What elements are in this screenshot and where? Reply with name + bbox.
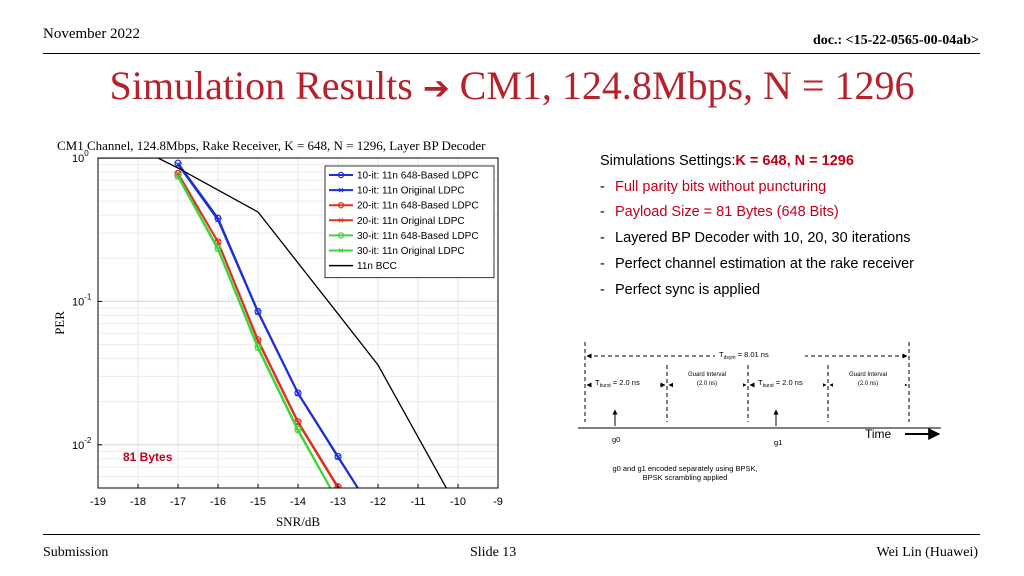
data-point	[294, 389, 302, 397]
data-point	[175, 161, 181, 168]
title-left-text: Simulation Results	[109, 63, 413, 108]
per-chart: -19 -18 -17 -16 -15 -14 -13 -12 -11 -10 -9 100 10-1 1…	[52, 149, 503, 529]
document-id: doc.: <15-22-0565-00-04ab>	[812, 33, 979, 48]
legend-marker	[337, 202, 345, 209]
x-tick-label: -11	[410, 496, 425, 508]
data-point	[295, 390, 301, 397]
settings-item: - Full parity bits without puncturing	[600, 175, 914, 201]
data-point	[334, 483, 342, 488]
g1-label: g1	[774, 438, 782, 447]
settings-heading-values: K = 648, N = 1296	[735, 153, 854, 169]
guard-value-2: (2.0 ns)	[858, 381, 878, 387]
x-tick-label: -13	[330, 496, 346, 508]
x-tick-label: -19	[90, 496, 106, 508]
bullet-dash: -	[600, 178, 605, 195]
data-point	[295, 428, 301, 434]
footer-divider	[43, 534, 980, 535]
settings-item-text: Perfect channel estimation at the rake r…	[615, 255, 915, 272]
data-point	[335, 485, 341, 488]
series-line	[177, 172, 340, 488]
settings-heading-label: Simulations Settings:	[600, 153, 736, 169]
data-point	[175, 173, 181, 180]
g0-label: g0	[612, 435, 620, 444]
settings-item: - Payload Size = 81 Bytes (648 Bits)	[600, 200, 914, 226]
slide-number: Slide 13	[470, 545, 517, 560]
title-right-text: CM1, 124.8Mbps, N = 1296	[459, 63, 915, 108]
tburst-label-1: Tburst = 2.0 ns	[595, 378, 640, 389]
settings-item-text: Payload Size = 81 Bytes (648 Bits)	[615, 204, 839, 221]
legend-marker	[337, 171, 345, 179]
chart-title: CM1 Channel, 124.8Mbps, Rake Receiver, K…	[57, 138, 486, 153]
data-point	[215, 217, 221, 223]
y-tick-label: 100	[72, 149, 89, 165]
footer-author: Wei Lin (Huawei)	[876, 545, 979, 560]
y-tick-label: 10-2	[72, 436, 92, 452]
y-axis-label: PER	[52, 311, 67, 335]
timing-note-line-1: g0 and g1 encoded separately using BPSK,	[612, 464, 757, 473]
time-label: Time	[865, 427, 892, 441]
x-tick-label: -10	[450, 496, 466, 508]
tburst-label-2: Tburst = 2.0 ns	[758, 378, 803, 389]
data-point	[255, 345, 261, 352]
data-point	[335, 454, 341, 461]
header-date: November 2022	[43, 26, 141, 42]
settings-item-text: Layered BP Decoder with 10, 20, 30 itera…	[615, 230, 911, 247]
bullet-dash: -	[600, 204, 605, 221]
settings-item: - Layered BP Decoder with 10, 20, 30 iter…	[600, 226, 914, 252]
settings-list: - Full parity bits without puncturing - Pay…	[600, 175, 914, 304]
legend-marker	[338, 248, 344, 253]
guard-label-1: Guard Interval	[688, 372, 726, 378]
data-point	[334, 452, 342, 461]
bullet-dash: -	[600, 230, 605, 247]
footer-submission: Submission	[43, 545, 109, 560]
series-group	[98, 158, 448, 488]
settings-item: - Perfect sync is applied	[600, 278, 914, 304]
legend-marker	[338, 187, 344, 193]
legend-label: 10-it: 11n Original LDPC	[357, 186, 465, 197]
header-divider	[43, 53, 980, 54]
legend-label: 10-it: 11n 648-Based LDPC	[357, 171, 479, 182]
legend-label: 11n BCC	[357, 261, 397, 272]
legend-label: 30-it: 11n Original LDPC	[357, 246, 465, 257]
y-tick-label: 10-1	[72, 292, 92, 308]
slide-title: Simulation Results ➔ CM1, 124.8Mbps, N =…	[0, 62, 1024, 109]
legend-label: 20-it: 11n 648-Based LDPC	[357, 201, 479, 212]
series-line	[177, 164, 359, 488]
right-arrow-icon: ➔	[422, 69, 450, 107]
legend-label: 20-it: 11n Original LDPC	[357, 216, 465, 227]
x-tick-label: -17	[170, 496, 186, 508]
x-tick-label: -12	[370, 496, 386, 508]
settings-item-text: Perfect sync is applied	[615, 281, 761, 298]
simulation-settings: Simulations Settings: K = 648, N = 1296 …	[600, 149, 914, 303]
timing-note-line-2: BPSK scrambling applied	[643, 473, 728, 482]
data-point	[215, 246, 221, 253]
series-line	[98, 158, 448, 488]
bullet-dash: -	[600, 281, 605, 298]
x-tick-label: -14	[290, 496, 306, 508]
settings-item: - Perfect channel estimation at the rake …	[600, 252, 914, 278]
annotation-label: 81 Bytes	[123, 450, 173, 464]
legend-marker	[338, 217, 344, 223]
legend-marker	[337, 232, 345, 239]
settings-item-text: Full parity bits without puncturing	[615, 178, 827, 195]
data-point	[255, 309, 261, 316]
legend-box	[324, 165, 495, 279]
bullet-dash: -	[600, 255, 605, 272]
guard-label-2: Guard Interval	[849, 372, 887, 378]
data-point	[174, 172, 182, 180]
tsym-label: Tdsym = 8.01 ns	[719, 350, 769, 361]
x-tick-label: -16	[210, 496, 226, 508]
guard-value-1: (2.0 ns)	[697, 381, 717, 387]
burst-timing-diagram: Tdsym = 8.01 ns Tburst = 2.0 ns Tburst =…	[578, 342, 941, 482]
x-tick-label: -15	[250, 496, 266, 508]
x-tick-label: -18	[130, 496, 146, 508]
x-tick-label: -9	[493, 496, 503, 508]
settings-heading: Simulations Settings: K = 648, N = 1296	[600, 149, 914, 175]
legend-label: 30-it: 11n 648-Based LDPC	[357, 231, 479, 242]
x-axis-label: SNR/dB	[276, 514, 320, 529]
